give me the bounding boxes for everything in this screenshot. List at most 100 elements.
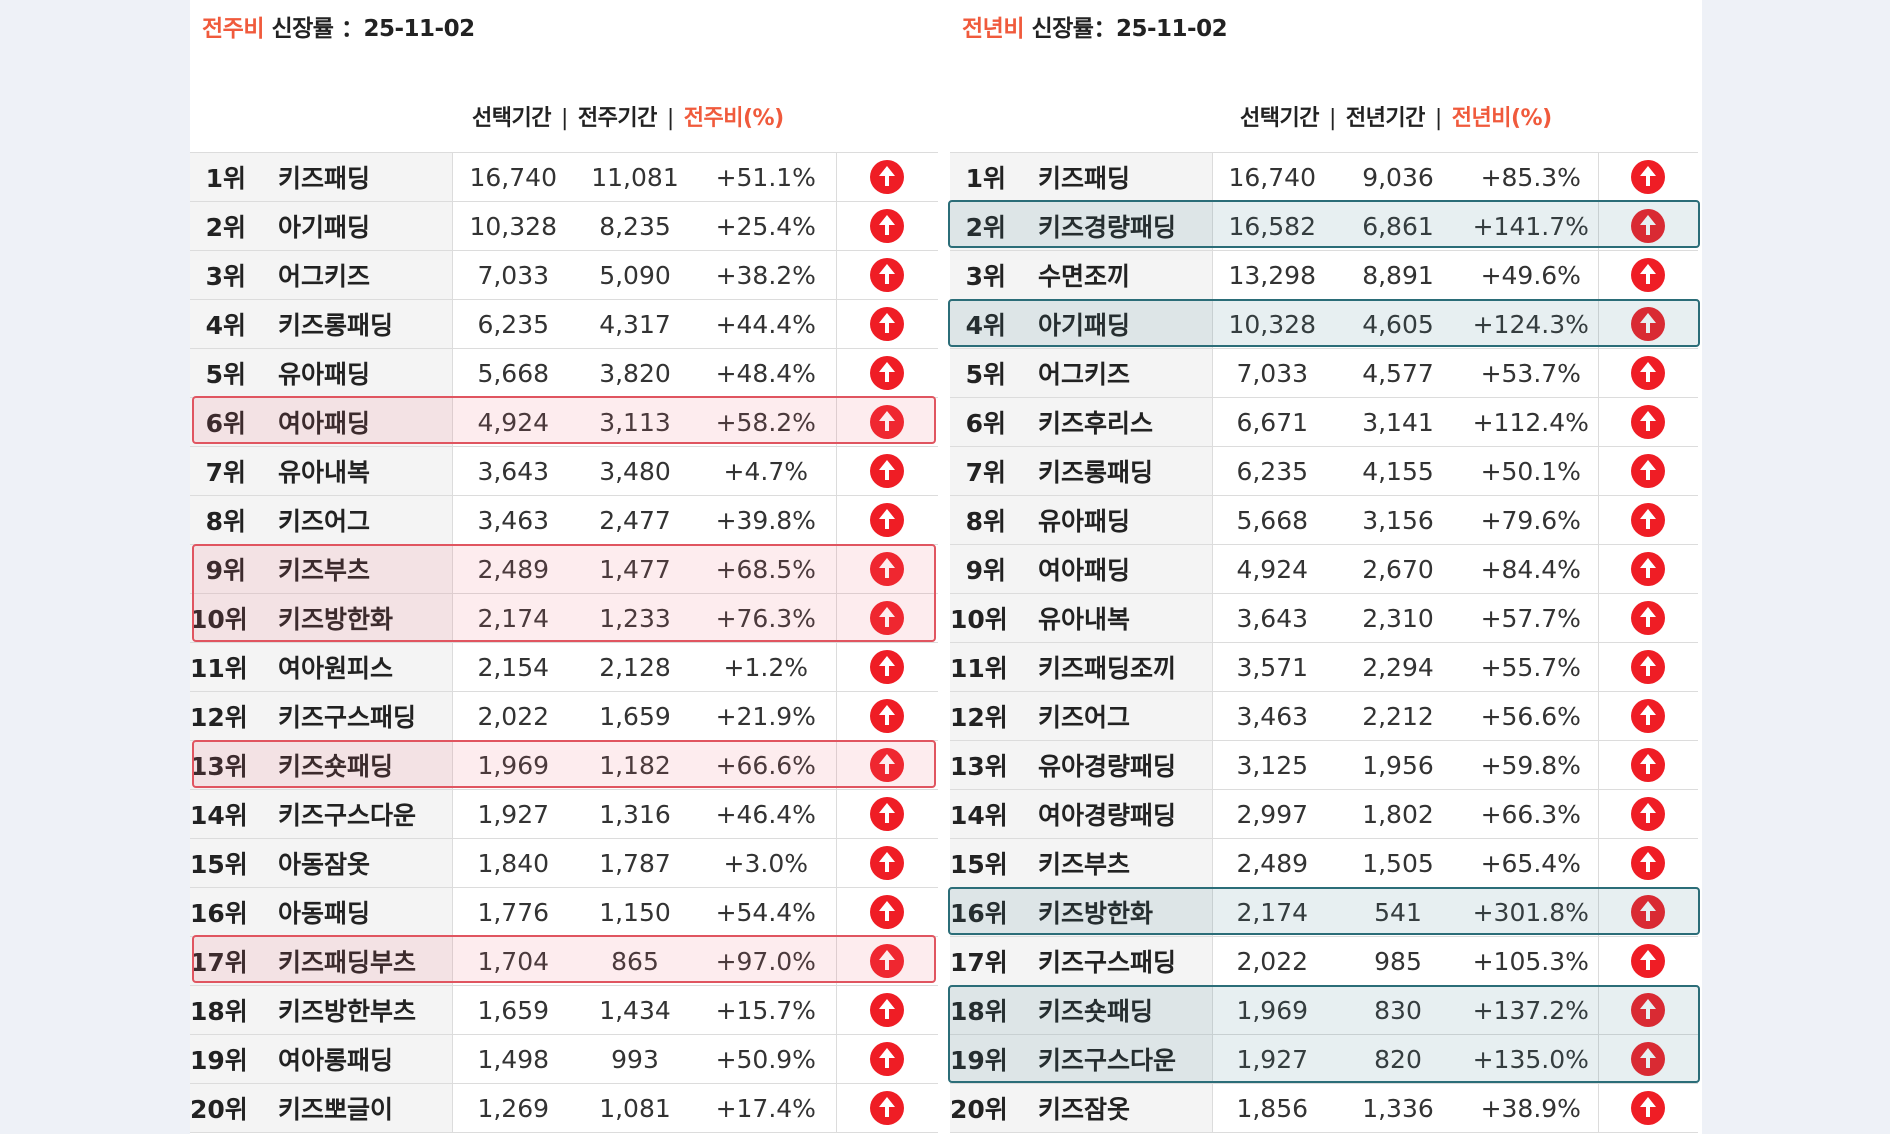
arrow-up-circle-icon [870,209,905,243]
arrow-up-circle-icon [870,895,905,929]
arrow-up-circle-icon [1631,307,1666,341]
compare-value-cell: 11,081 [574,152,696,202]
trend-cell [835,1034,938,1084]
ratio-cell: +1.2% [696,642,836,692]
selected-value-cell: 4,924 [1212,544,1332,594]
table-row: 20위 키즈뽀글이 1,269 1,081 +17.4% [190,1083,938,1133]
ratio-cell: +38.9% [1464,1083,1598,1133]
rank-cell: 18위 [950,985,1012,1035]
rank-cell: 2위 [950,201,1012,251]
arrow-up-circle-icon [1631,895,1666,929]
trend-cell [1597,201,1698,251]
selected-value-cell: 2,174 [452,593,574,643]
ratio-cell: +53.7% [1464,348,1598,398]
compare-value-cell: 3,156 [1332,495,1464,545]
selected-value-cell: 16,740 [1212,152,1332,202]
compare-value-cell: 2,310 [1332,593,1464,643]
table-row: 12위 키즈어그 3,463 2,212 +56.6% [950,691,1698,741]
arrow-up-circle-icon [870,993,905,1027]
ratio-cell: +21.9% [696,691,836,741]
table-row: 11위 여아원피스 2,154 2,128 +1.2% [190,642,938,692]
rank-cell: 3위 [190,250,252,300]
selected-value-cell: 2,489 [1212,838,1332,888]
arrow-up-circle-icon [1631,797,1666,831]
arrow-up-circle-icon [1631,356,1666,390]
compare-value-cell: 1,434 [574,985,696,1035]
compare-value-cell: 541 [1332,887,1464,937]
trend-cell [1597,250,1698,300]
trend-cell [1597,397,1698,447]
selected-value-cell: 4,924 [452,397,574,447]
trend-cell [1597,1083,1698,1133]
ratio-cell: +84.4% [1464,544,1598,594]
trend-cell [835,740,938,790]
arrow-up-circle-icon [870,650,905,684]
ratio-cell: +15.7% [696,985,836,1035]
keyword-cell: 키즈방한화 [1012,887,1213,937]
selected-value-cell: 2,022 [1212,936,1332,986]
keyword-cell: 여아롱패딩 [252,1034,453,1084]
trend-cell [835,544,938,594]
keyword-cell: 키즈숏패딩 [1012,985,1213,1035]
compare-value-cell: 3,480 [574,446,696,496]
header-compare: 전주기간 [577,106,657,131]
rank-cell: 11위 [190,642,252,692]
rank-cell: 6위 [190,397,252,447]
arrow-up-circle-icon [870,160,905,194]
compare-value-cell: 1,316 [574,789,696,839]
keyword-cell: 키즈패딩부츠 [252,936,453,986]
keyword-cell: 유아내복 [252,446,453,496]
compare-value-cell: 5,090 [574,250,696,300]
selected-value-cell: 3,125 [1212,740,1332,790]
keyword-cell: 키즈구스패딩 [1012,936,1213,986]
compare-value-cell: 4,577 [1332,348,1464,398]
keyword-cell: 키즈패딩 [252,152,453,202]
weekly-growth-panel: 전주비 신장률 ：25-11-02 선택기간 | 전주기간 | 전주비(%) 1위 키즈패… [190,0,938,1134]
selected-value-cell: 10,328 [1212,299,1332,349]
header-compare: 전년기간 [1345,106,1425,131]
trend-cell [835,691,938,741]
arrow-up-circle-icon [870,454,905,488]
arrow-up-circle-icon [870,552,905,586]
table-row: 20위 키즈잠옷 1,856 1,336 +38.9% [950,1083,1698,1133]
arrow-up-circle-icon [870,846,905,880]
compare-value-cell: 3,141 [1332,397,1464,447]
selected-value-cell: 6,671 [1212,397,1332,447]
header-ratio: 전년비(%) [1451,106,1552,131]
keyword-cell: 키즈잠옷 [1012,1083,1213,1133]
keyword-cell: 키즈방한화 [252,593,453,643]
trend-cell [835,887,938,937]
selected-value-cell: 6,235 [452,299,574,349]
compare-value-cell: 1,233 [574,593,696,643]
arrow-up-circle-icon [870,699,905,733]
ratio-cell: +137.2% [1464,985,1598,1035]
rank-cell: 12위 [950,691,1012,741]
keyword-cell: 키즈숏패딩 [252,740,453,790]
compare-value-cell: 1,956 [1332,740,1464,790]
table-row: 6위 키즈후리스 6,671 3,141 +112.4% [950,397,1698,447]
table-row: 10위 키즈방한화 2,174 1,233 +76.3% [190,593,938,643]
ratio-cell: +97.0% [696,936,836,986]
keyword-cell: 여아패딩 [252,397,453,447]
ratio-cell: +55.7% [1464,642,1598,692]
rank-cell: 10위 [190,593,252,643]
arrow-up-circle-icon [1631,258,1666,292]
compare-value-cell: 4,605 [1332,299,1464,349]
rank-cell: 11위 [950,642,1012,692]
compare-value-cell: 1,477 [574,544,696,594]
keyword-cell: 키즈부츠 [1012,838,1213,888]
table-row: 12위 키즈구스패딩 2,022 1,659 +21.9% [190,691,938,741]
rank-cell: 9위 [950,544,1012,594]
compare-value-cell: 1,787 [574,838,696,888]
selected-value-cell: 1,969 [1212,985,1332,1035]
rank-cell: 16위 [190,887,252,937]
arrow-up-circle-icon [870,1042,905,1076]
keyword-cell: 키즈어그 [252,495,453,545]
keyword-cell: 키즈패딩 [1012,152,1213,202]
selected-value-cell: 1,927 [452,789,574,839]
table-row: 16위 아동패딩 1,776 1,150 +54.4% [190,887,938,937]
ratio-cell: +50.1% [1464,446,1598,496]
rank-cell: 7위 [950,446,1012,496]
trend-cell [835,152,938,202]
trend-cell [1597,740,1698,790]
